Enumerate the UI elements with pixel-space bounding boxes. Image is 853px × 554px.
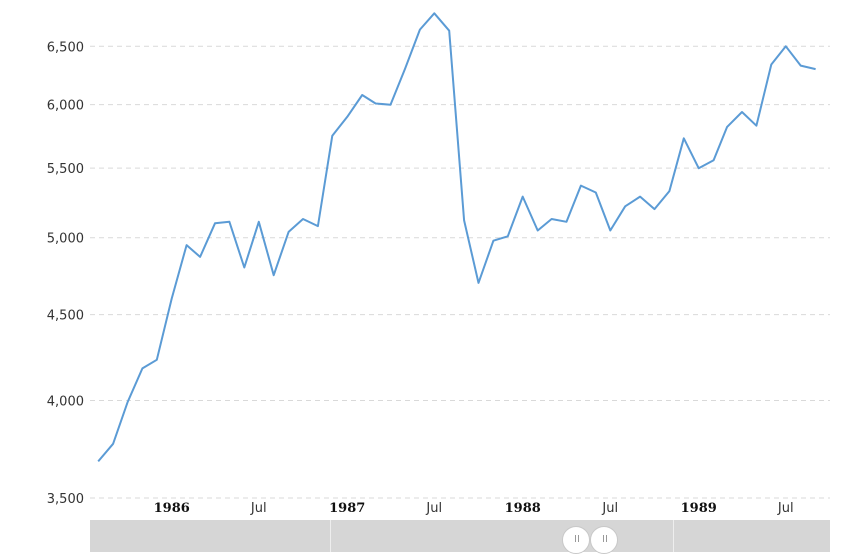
data-point [97,460,99,462]
y-tick-label: 4,000 [47,395,84,410]
data-point [287,231,289,233]
data-point [199,256,201,258]
y-tick-label: 5,500 [47,162,84,177]
data-point [346,116,348,118]
data-point [653,208,655,210]
data-point [522,195,524,197]
data-point [668,190,670,192]
line-chart: 3,500 4,000 4,500 5,000 5,500 6,000 6,500 1986… [47,12,830,516]
x-tick-label: 1986 [154,501,190,516]
x-tick-label: 1989 [681,501,717,516]
data-point [404,68,406,70]
y-tick-label: 3,500 [47,492,84,507]
data-point [698,167,700,169]
y-gridlines [90,45,830,499]
x-tick-label: Jul [601,501,618,516]
data-point [580,184,582,186]
data-point [389,103,391,105]
data-point [331,135,333,137]
x-tick-label: 1988 [505,501,541,516]
data-point [595,191,597,193]
x-tick-label: Jul [777,501,794,516]
data-point [741,111,743,113]
data-point [770,63,772,65]
series-line [97,12,816,463]
data-point [156,359,158,361]
x-tick-label: Jul [425,501,442,516]
data-point [755,124,757,126]
data-point [433,12,435,14]
data-point [374,102,376,104]
data-point [258,221,260,223]
data-point [536,229,538,231]
data-point [317,225,319,227]
data-point [507,235,509,237]
y-tick-label: 4,500 [47,309,84,324]
data-point [492,239,494,241]
data-point [228,221,230,223]
data-point [814,68,816,70]
data-point [214,222,216,224]
data-point [419,28,421,30]
series-group [97,12,816,463]
data-point [799,64,801,66]
data-point [463,219,465,221]
navigator-left-handle[interactable] [562,526,590,554]
range-navigator[interactable] [90,520,830,554]
y-tick-label: 6,500 [47,40,84,55]
data-point [683,137,685,139]
data-point [477,282,479,284]
data-point [272,274,274,276]
data-point [361,94,363,96]
x-tick-label: Jul [250,501,267,516]
data-point [609,229,611,231]
data-point [185,244,187,246]
data-point [565,221,567,223]
data-point [171,297,173,299]
navigator-divider-right [673,520,674,552]
data-point [726,126,728,128]
y-tick-label: 6,000 [47,99,84,114]
data-point [712,159,714,161]
data-point [302,218,304,220]
data-point [112,443,114,445]
y-tick-label: 5,000 [47,232,84,247]
x-tick-label: 1987 [329,501,365,516]
navigator-divider-left [330,520,331,552]
data-point [550,218,552,220]
data-point [243,266,245,268]
data-point [141,367,143,369]
y-axis-labels: 3,500 4,000 4,500 5,000 5,500 6,000 6,500 [47,40,84,507]
x-axis-labels: 1986 Jul 1987 Jul 1988 Jul 1989 Jul [154,501,794,516]
data-point [448,30,450,32]
data-point [126,401,128,403]
navigator-right-handle[interactable] [590,526,618,554]
data-point [785,45,787,47]
data-point [624,205,626,207]
data-point [639,195,641,197]
